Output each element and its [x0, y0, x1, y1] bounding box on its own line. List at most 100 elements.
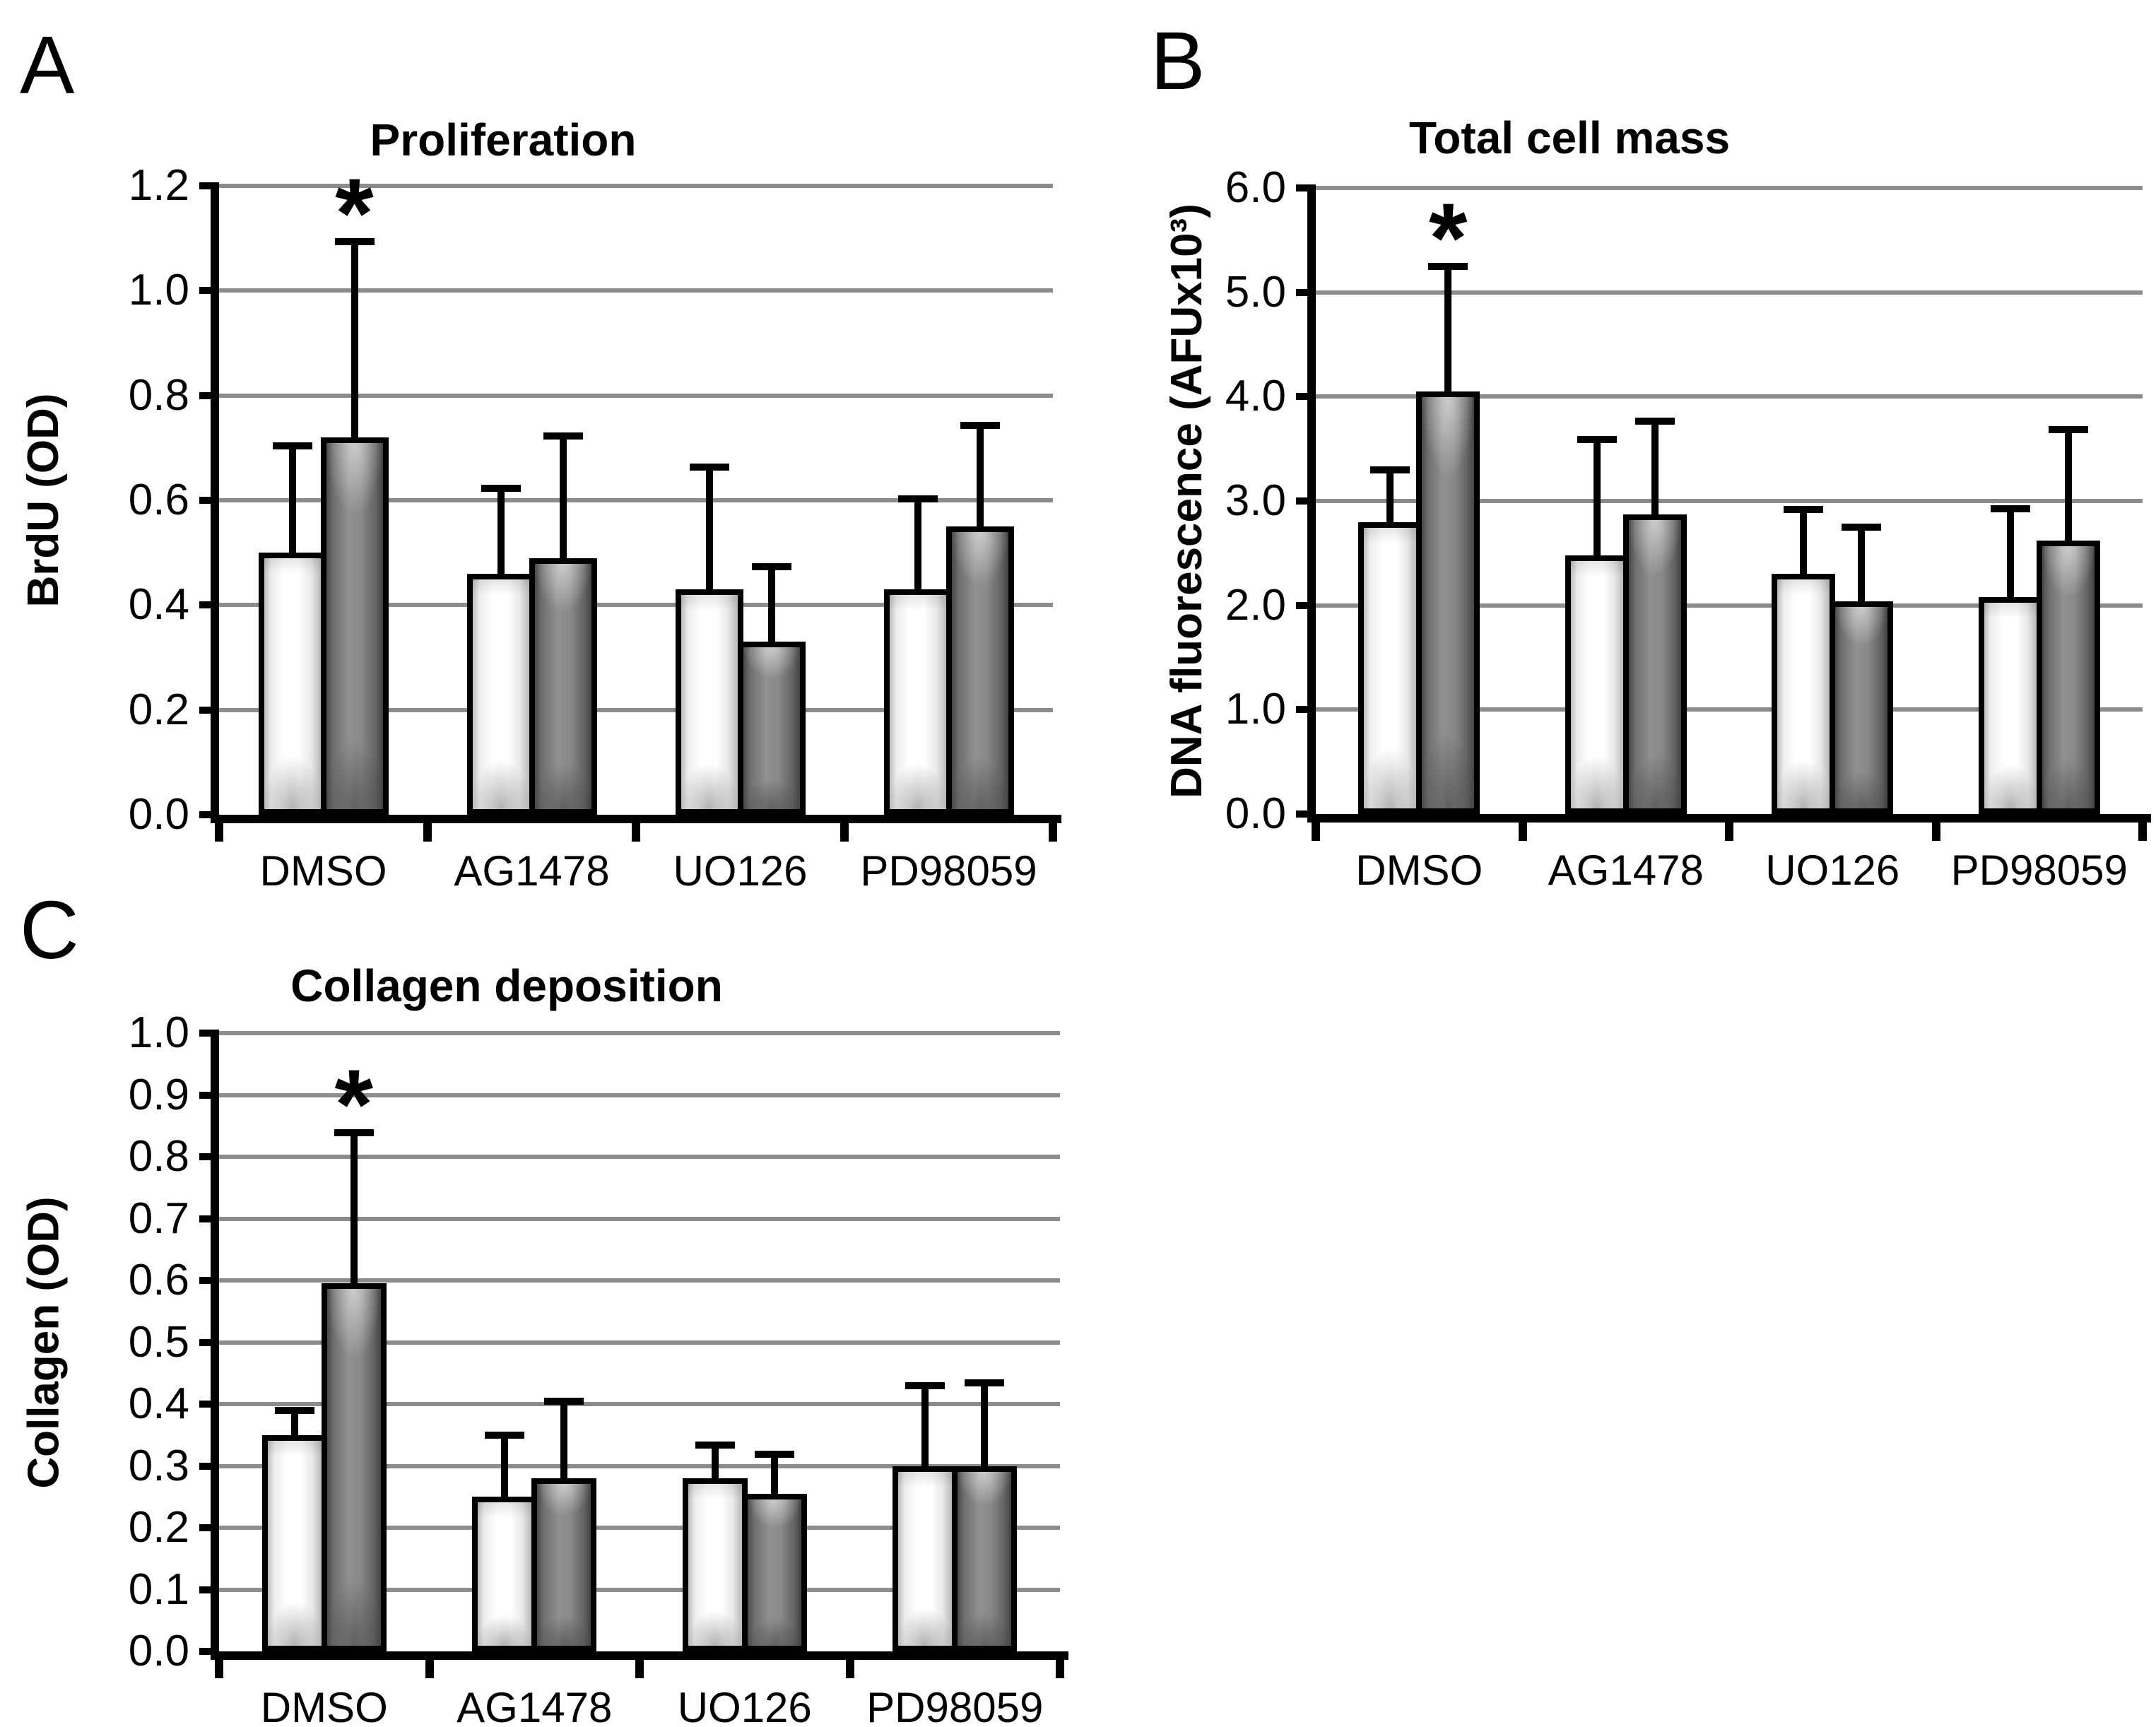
y-tick-label: 1.0	[128, 1008, 189, 1057]
error-bar-line	[1386, 466, 1394, 525]
bar-white	[261, 1434, 327, 1651]
error-bar	[481, 484, 521, 577]
error-bar	[1428, 263, 1468, 394]
y-tick-label: 0.8	[128, 1132, 189, 1181]
y-tick-label: 6.0	[1225, 163, 1286, 212]
bar-gray	[1416, 391, 1480, 814]
error-bar	[272, 442, 312, 556]
y-tick	[199, 706, 219, 714]
y-tick-label: 1.0	[128, 266, 189, 315]
error-bar-line	[767, 563, 775, 645]
panel-letter-b: B	[1150, 15, 1206, 107]
y-tick	[199, 497, 219, 504]
gridline	[1316, 186, 2143, 190]
bar-gray	[946, 526, 1014, 815]
y-tick-label: 0.2	[128, 685, 189, 734]
y-tick	[199, 182, 219, 189]
gridline	[1316, 394, 2143, 399]
y-tick	[199, 287, 219, 295]
gridline	[219, 707, 1053, 712]
error-bar	[1577, 436, 1617, 558]
error-bar	[544, 1398, 584, 1481]
x-tick	[423, 823, 432, 842]
panel-letter-c: C	[20, 884, 79, 976]
error-bar-line	[288, 442, 296, 556]
x-tick	[1725, 823, 1733, 841]
bar-white	[893, 1466, 958, 1651]
y-tick	[1296, 497, 1316, 505]
error-bar	[2048, 425, 2088, 544]
x-category-label: UO126	[1765, 847, 1900, 894]
bar-white	[682, 1478, 748, 1651]
x-tick	[1049, 823, 1057, 842]
x-tick	[840, 823, 849, 842]
y-tick-label: 0.0	[1225, 789, 1286, 838]
error-bar	[751, 563, 791, 645]
x-tick	[1518, 823, 1527, 841]
x-tick	[215, 1660, 223, 1678]
gridline	[219, 603, 1053, 608]
y-tick	[199, 1338, 219, 1346]
bar-white	[883, 589, 952, 815]
bar-gray	[1830, 601, 1894, 814]
x-axis-line	[1307, 814, 2151, 823]
gridline	[219, 1155, 1060, 1159]
y-tick	[1296, 184, 1316, 191]
gridline	[1316, 290, 2143, 295]
error-bar	[1842, 524, 1882, 604]
x-axis-line	[211, 815, 1061, 823]
significance-asterisk: *	[1429, 182, 1468, 294]
y-tick-label: 0.6	[128, 1256, 189, 1304]
bar-white	[1978, 596, 2042, 814]
y-tick	[199, 1462, 219, 1470]
error-bar-line	[914, 495, 921, 593]
y-tick	[199, 1030, 219, 1037]
y-tick-label: 4.0	[1225, 372, 1286, 421]
y-tick-label: 3.0	[1225, 476, 1286, 525]
error-bar-line	[351, 238, 358, 440]
x-category-label: AG1478	[454, 847, 610, 895]
gridline	[219, 1340, 1060, 1345]
error-bar-line	[290, 1407, 298, 1438]
x-category-label: DMSO	[259, 847, 387, 895]
x-tick	[1931, 823, 1940, 841]
bar-white	[1565, 555, 1629, 814]
x-category-label: PD98059	[860, 847, 1037, 895]
y-tick-label: 0.1	[128, 1564, 189, 1614]
gridline	[219, 1278, 1060, 1283]
error-bar	[1990, 505, 2030, 600]
gridline	[219, 1463, 1060, 1468]
y-tick	[199, 1401, 219, 1408]
y-tick	[199, 1524, 219, 1531]
y-tick	[1296, 706, 1316, 714]
gridline	[219, 1587, 1060, 1592]
error-bar	[905, 1382, 946, 1469]
error-bar-line	[1651, 417, 1659, 518]
y-tick-label: 1.2	[128, 161, 189, 210]
y-tick	[1296, 811, 1316, 818]
x-category-label: UO126	[677, 1684, 812, 1727]
error-bar-line	[711, 1441, 719, 1481]
error-bar-line	[1444, 263, 1452, 394]
x-tick	[425, 1660, 434, 1678]
x-category-label: AG1478	[1548, 847, 1704, 894]
y-tick	[199, 391, 219, 399]
panel-letter-a: A	[20, 19, 75, 111]
x-category-label: PD98059	[866, 1684, 1044, 1727]
x-tick	[215, 823, 223, 842]
y-tick-label: 0.8	[128, 370, 189, 420]
y-tick	[199, 1091, 219, 1099]
y-axis-line	[1307, 184, 1316, 823]
error-bar	[754, 1450, 794, 1497]
y-tick	[199, 1215, 219, 1222]
bar-white	[1358, 521, 1422, 814]
x-axis-line	[211, 1651, 1068, 1660]
chart-title-a: Proliferation	[370, 114, 637, 165]
chart-title-c: Collagen deposition	[290, 960, 723, 1011]
gridline	[219, 288, 1053, 293]
error-bar-line	[559, 432, 567, 561]
y-tick-label: 0.4	[128, 1379, 189, 1428]
error-bar-line	[501, 1432, 509, 1500]
error-bar	[965, 1379, 1005, 1469]
